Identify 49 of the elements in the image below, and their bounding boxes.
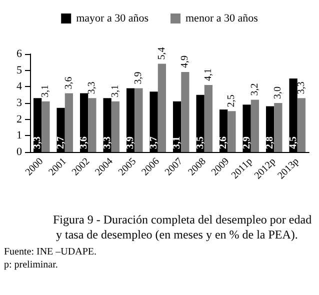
data-label: 3,3 <box>102 136 113 149</box>
legend-label: menor a 30 años <box>186 12 258 24</box>
data-label: 3,7 <box>148 136 160 149</box>
bar <box>111 101 120 152</box>
legend-label: mayor a 30 años <box>76 12 149 24</box>
y-tick-label: 0 <box>16 146 22 158</box>
y-tick-label: 1 <box>16 130 22 142</box>
bar <box>158 64 166 152</box>
source-note: Fuente: INE –UDAPE. <box>4 246 96 258</box>
data-label: 4,9 <box>180 55 191 68</box>
data-label: 3,1 <box>40 84 52 98</box>
data-label: 2,5 <box>226 94 238 108</box>
data-label: 3,2 <box>249 83 260 96</box>
x-tick-label: 2001 <box>46 156 69 178</box>
y-tick-label: 4 <box>16 80 22 93</box>
y-tick-label: 5 <box>16 64 22 76</box>
data-label: 2,9 <box>241 136 252 149</box>
bar <box>228 111 236 152</box>
data-label: 5,4 <box>156 47 168 60</box>
data-label: 3,0 <box>272 86 284 99</box>
data-label: 3,3 <box>86 82 98 94</box>
data-label: 3,3 <box>296 82 307 94</box>
data-label: 3,1 <box>110 84 121 98</box>
data-label: 3,3 <box>32 136 44 149</box>
text: Figura 9 - Duración completa del desempleo por edad y tasa de desempleo (en meses y en % de la PEA). <box>53 212 312 242</box>
data-label: 2,6 <box>218 136 230 149</box>
bar <box>134 88 143 152</box>
data-label: 2,7 <box>55 136 66 149</box>
data-label: 3,5 <box>194 136 206 149</box>
bar <box>204 85 213 152</box>
bar <box>42 101 50 152</box>
y-tick-label: 2 <box>16 113 22 126</box>
data-label: 3,6 <box>78 136 90 149</box>
data-label: 2,8 <box>264 136 276 149</box>
data-label: 4,1 <box>202 68 214 82</box>
data-label: 3,6 <box>63 76 74 90</box>
data-label: 3,9 <box>125 136 136 149</box>
bar <box>64 93 74 152</box>
data-label: 4,5 <box>288 136 299 149</box>
bar <box>181 72 190 152</box>
y-tick-label: 6 <box>16 48 22 60</box>
data-label: 3,1 <box>172 136 183 149</box>
bar <box>88 98 96 152</box>
bar <box>250 100 260 152</box>
data-label: 3,9 <box>133 72 144 84</box>
bar <box>274 103 282 152</box>
y-tick-label: 3 <box>16 97 22 109</box>
text: p: preliminar. <box>4 260 58 270</box>
bar <box>297 98 306 152</box>
